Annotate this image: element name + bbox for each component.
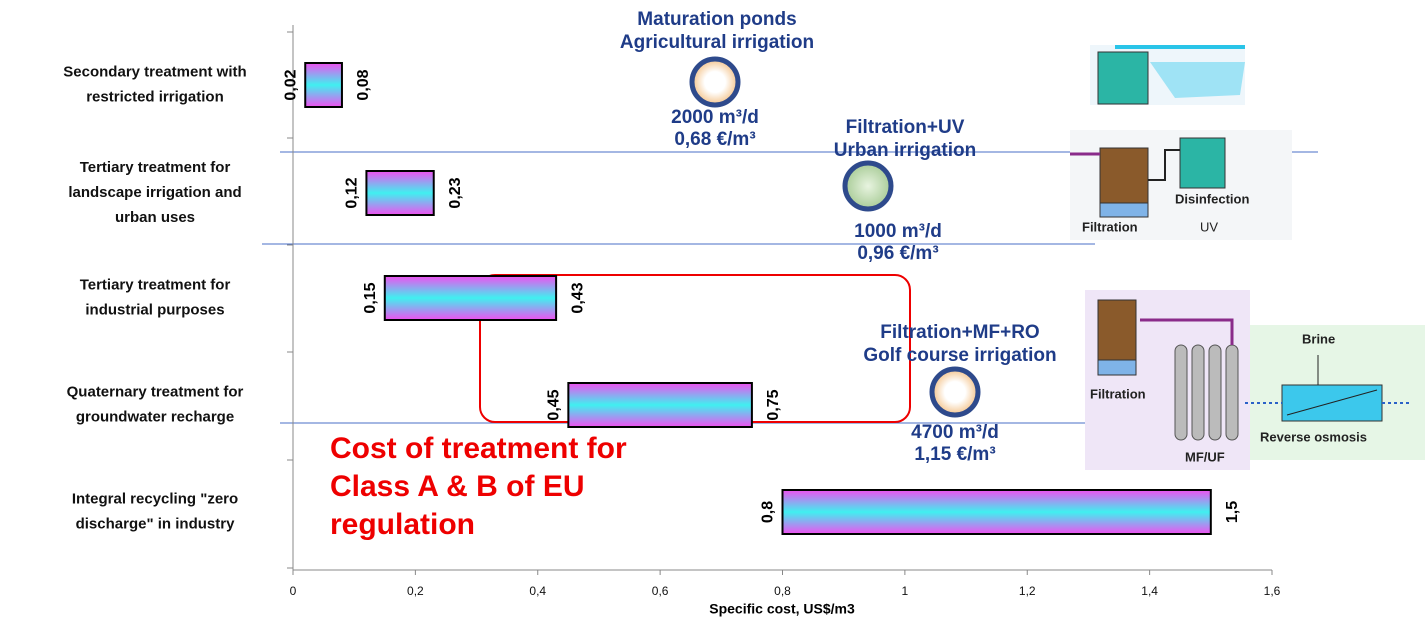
diagram-label: Filtration [1082, 219, 1138, 234]
annotation-cost: 1,15 €/m³ [914, 444, 995, 465]
value-label: 0,15 [362, 282, 379, 313]
bubble [845, 163, 891, 209]
x-tick-label: 0,6 [652, 584, 669, 598]
diagram-ponds [1090, 45, 1245, 105]
bar [305, 63, 342, 107]
diagram-label: Disinfection [1175, 191, 1249, 206]
annotation-capacity: 4700 m³/d [911, 422, 999, 443]
annotation-cost: 0,68 €/m³ [674, 129, 755, 150]
bubble [932, 369, 978, 415]
x-tick-label: 1,6 [1264, 584, 1281, 598]
annotation-title: Agricultural irrigation [620, 32, 814, 53]
highlight-text: Class A & B of EU [330, 470, 585, 503]
annotation-capacity: 2000 m³/d [671, 107, 759, 128]
chart: Specific cost, US$/m3 0 0,2 0,4 0,6 0,8 1 1,2 1… [0, 0, 1425, 622]
x-tick-label: 0,8 [774, 584, 791, 598]
annotation-title: Maturation ponds [637, 9, 796, 30]
category-label: groundwater recharge [76, 408, 234, 425]
category-label: Integral recycling "zero [72, 490, 238, 507]
diagram-label: Brine [1302, 331, 1335, 346]
value-label: 0,08 [355, 69, 372, 100]
diagram-ro [1085, 290, 1425, 470]
annotation-title: Filtration+UV [846, 117, 965, 138]
bar [366, 171, 433, 215]
x-tick-label: 1 [902, 584, 909, 598]
x-axis-title: Specific cost, US$/m3 [709, 601, 855, 617]
diagram-label: Reverse osmosis [1260, 429, 1367, 444]
bar [385, 276, 556, 320]
annotation-title: Golf course irrigation [863, 345, 1056, 366]
value-label: 0,12 [344, 177, 361, 208]
value-label: 0,75 [765, 389, 782, 420]
bubble [692, 59, 738, 105]
diagram-label: Filtration [1090, 386, 1146, 401]
x-tick-label: 0,2 [407, 584, 424, 598]
value-label: 0,02 [282, 69, 299, 100]
category-label: restricted irrigation [86, 88, 224, 105]
value-label: 0,23 [447, 177, 464, 208]
category-label: Tertiary treatment for [80, 276, 231, 293]
category-label: Quaternary treatment for [67, 383, 244, 400]
bar [783, 490, 1211, 534]
diagram-label: UV [1200, 219, 1218, 234]
category-label: urban uses [115, 209, 195, 226]
annotation-title: Urban irrigation [834, 140, 977, 161]
bar [568, 383, 752, 427]
category-label: industrial purposes [85, 301, 224, 318]
category-label: Tertiary treatment for [80, 159, 231, 176]
x-tick-label: 1,2 [1019, 584, 1036, 598]
highlight-text: Cost of treatment for [330, 432, 627, 465]
category-label: discharge" in industry [76, 515, 235, 532]
value-label: 1,5 [1224, 501, 1241, 523]
annotation-cost: 0,96 €/m³ [857, 243, 938, 264]
x-tick-label: 0,4 [529, 584, 546, 598]
annotation-capacity: 1000 m³/d [854, 221, 942, 242]
x-tick-label: 0 [290, 584, 297, 598]
highlight-text: regulation [330, 508, 475, 541]
diagram-label: MF/UF [1185, 449, 1225, 464]
annotation-title: Filtration+MF+RO [880, 322, 1039, 343]
x-tick-label: 1,4 [1141, 584, 1158, 598]
value-label: 0,43 [569, 282, 586, 313]
value-label: 0,45 [546, 389, 563, 420]
value-label: 0,8 [760, 501, 777, 523]
category-label: landscape irrigation and [68, 184, 241, 201]
category-label: Secondary treatment with [63, 63, 246, 80]
